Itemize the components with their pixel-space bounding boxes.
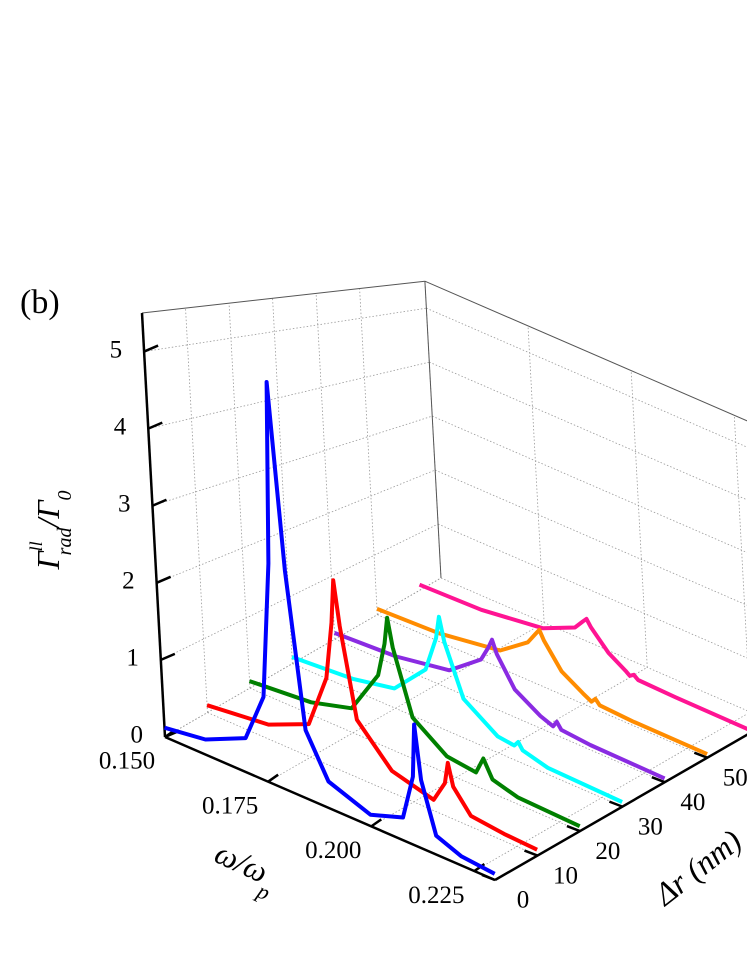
z-label-sub2: 0 (54, 490, 76, 500)
grid-line (152, 415, 433, 507)
grid-line (267, 622, 545, 783)
box-edge (141, 280, 425, 314)
grid-line (207, 712, 538, 856)
z-axis-label: Γll rad/Γ0 (26, 490, 75, 570)
panel-label: (b) (20, 284, 60, 321)
grid-line (228, 303, 251, 689)
x-tick (267, 773, 279, 783)
y-tick-label: 10 (553, 862, 578, 889)
z-tick-label: 4 (114, 413, 127, 440)
z-label-sub: rad (54, 527, 76, 556)
grid-line (426, 307, 747, 448)
y-tick (566, 824, 581, 833)
box-edge (424, 280, 747, 422)
y-tick (524, 849, 538, 857)
z-tick-label: 0 (131, 722, 144, 749)
grid-line (371, 667, 648, 827)
grid-line (474, 713, 747, 872)
grid-line (733, 415, 747, 658)
grid-line (429, 361, 747, 501)
z-tick (156, 575, 172, 584)
grid-line (292, 663, 623, 807)
grid-line (432, 415, 747, 553)
z-tick (147, 421, 163, 430)
grid-line (437, 523, 747, 659)
y-tick (481, 873, 496, 882)
spectrum-line (376, 606, 708, 756)
z-axis (140, 312, 167, 738)
z-tick (143, 344, 159, 353)
spectrum-line (163, 380, 496, 876)
z-label-main2: /Γ (30, 499, 66, 530)
grid-line (377, 614, 708, 759)
z-tick-label: 3 (118, 490, 131, 517)
z-label-main: Γ (30, 550, 66, 571)
grid-line (334, 638, 666, 783)
z-tick (151, 498, 167, 507)
grid-line (359, 288, 378, 615)
y-tick-label: 20 (595, 838, 620, 865)
grid-line (160, 523, 439, 661)
y-tick-label: 40 (680, 789, 705, 816)
z-tick-label: 5 (110, 336, 123, 363)
y-tick (693, 751, 708, 759)
y-tick-label: 50 (723, 764, 747, 791)
y-tick-label: 30 (638, 813, 663, 840)
grid-line (185, 308, 208, 713)
x-tick (370, 818, 382, 828)
grid-line (156, 469, 436, 584)
spectrum-line (206, 578, 538, 852)
z-tick (160, 652, 176, 662)
x-tick-label: 0.150 (99, 748, 155, 775)
x-tick-label: 0.175 (202, 792, 258, 819)
z-tick-label: 2 (122, 568, 135, 595)
x-axis (164, 735, 496, 882)
grid-line (144, 307, 427, 352)
grid-line (148, 361, 430, 430)
spectrum-line (291, 614, 623, 804)
z-tick-label: 1 (126, 645, 139, 672)
y-tick (608, 800, 623, 808)
x-tick-label: 0.225 (408, 882, 464, 909)
y-tick-label: 0 (517, 887, 530, 914)
grid-line (434, 469, 747, 606)
grid-line (164, 577, 442, 738)
z-label-sup: ll (26, 541, 46, 551)
grid-line (630, 370, 648, 668)
spectrum-line (418, 582, 747, 731)
spectrum-line (248, 615, 581, 829)
box-edge (424, 281, 442, 579)
y-axis (494, 733, 747, 882)
y-tick (651, 775, 666, 784)
grid-line (527, 325, 545, 623)
x-tick-label: 0.200 (305, 837, 361, 864)
x-axis-label: ω/ωp (205, 835, 284, 906)
